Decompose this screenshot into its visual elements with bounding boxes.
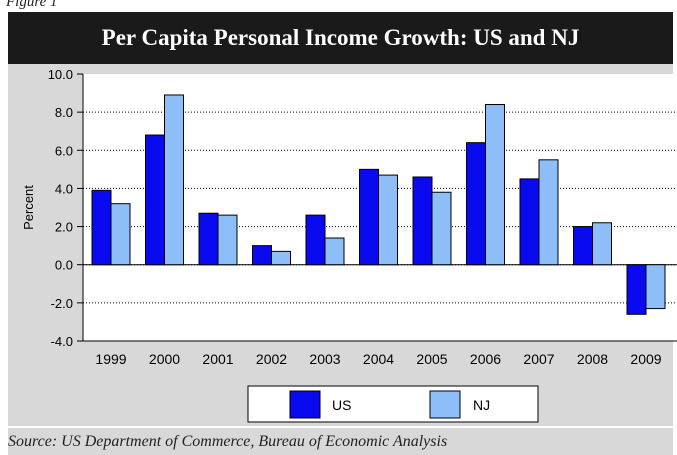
bar-nj [271, 250, 291, 266]
bar-nj [378, 174, 398, 266]
x-tick-label: 2002 [256, 351, 287, 367]
legend-label-nj: NJ [473, 397, 490, 413]
x-tick-label: 2008 [577, 351, 608, 367]
bar-nj [217, 214, 238, 266]
y-tick-label: 0.0 [55, 258, 73, 273]
x-tick-label: 2001 [202, 351, 233, 367]
bar-nj [645, 264, 666, 310]
y-tick-label: 8.0 [55, 105, 73, 120]
bar-nj [592, 222, 612, 266]
x-tick-label: 2009 [630, 351, 661, 367]
x-tick-label: 2004 [363, 351, 394, 367]
source-note: Source: US Department of Commerce, Burea… [8, 428, 673, 455]
chart-title-bar: Per Capita Personal Income Growth: US an… [8, 12, 673, 64]
x-tick-label: 2005 [416, 351, 447, 367]
bar-nj [538, 159, 559, 266]
bar-us [466, 142, 486, 266]
x-tick-label: 2003 [309, 351, 340, 367]
source-text: Source: US Department of Commerce, Burea… [8, 433, 448, 450]
y-axis-label: Percent [21, 185, 36, 230]
figure-label: Figure 1 [6, 0, 58, 10]
bar-nj [485, 104, 505, 266]
x-tick-label: 2007 [523, 351, 554, 367]
bar-us [198, 212, 219, 266]
legend-swatch-us [289, 390, 321, 419]
y-tick-label: -2.0 [51, 296, 73, 311]
y-tick-label: 2.0 [55, 220, 73, 235]
legend-swatch-nj [429, 390, 461, 419]
bar-us [91, 189, 112, 266]
bar-nj [164, 94, 184, 266]
y-tick-label: -4.0 [51, 334, 73, 349]
x-tick-label: 1999 [95, 351, 126, 367]
legend-label-us: US [332, 397, 351, 413]
bar-us [252, 245, 272, 266]
bar-chart: -4.0 -2.0 0.0 2.0 4.0 6.0 8.0 10.0 Percent 1999 20… [21, 67, 677, 423]
bar-us [626, 264, 647, 315]
x-tick-label: 2006 [470, 351, 501, 367]
y-tick-label: 10.0 [48, 67, 73, 82]
bar-us [305, 214, 326, 266]
bar-us [573, 226, 593, 266]
bar-us [412, 176, 433, 266]
y-tick-label: 6.0 [55, 143, 73, 158]
bar-nj [324, 237, 345, 266]
bar-us [145, 134, 165, 266]
x-tick-label: 2000 [149, 351, 180, 367]
bar-nj [431, 191, 452, 266]
bar-us [359, 168, 379, 266]
chart-title: Per Capita Personal Income Growth: US an… [101, 25, 580, 50]
bar-nj [110, 203, 131, 266]
bar-us [519, 178, 540, 266]
y-tick-label: 4.0 [55, 181, 73, 196]
